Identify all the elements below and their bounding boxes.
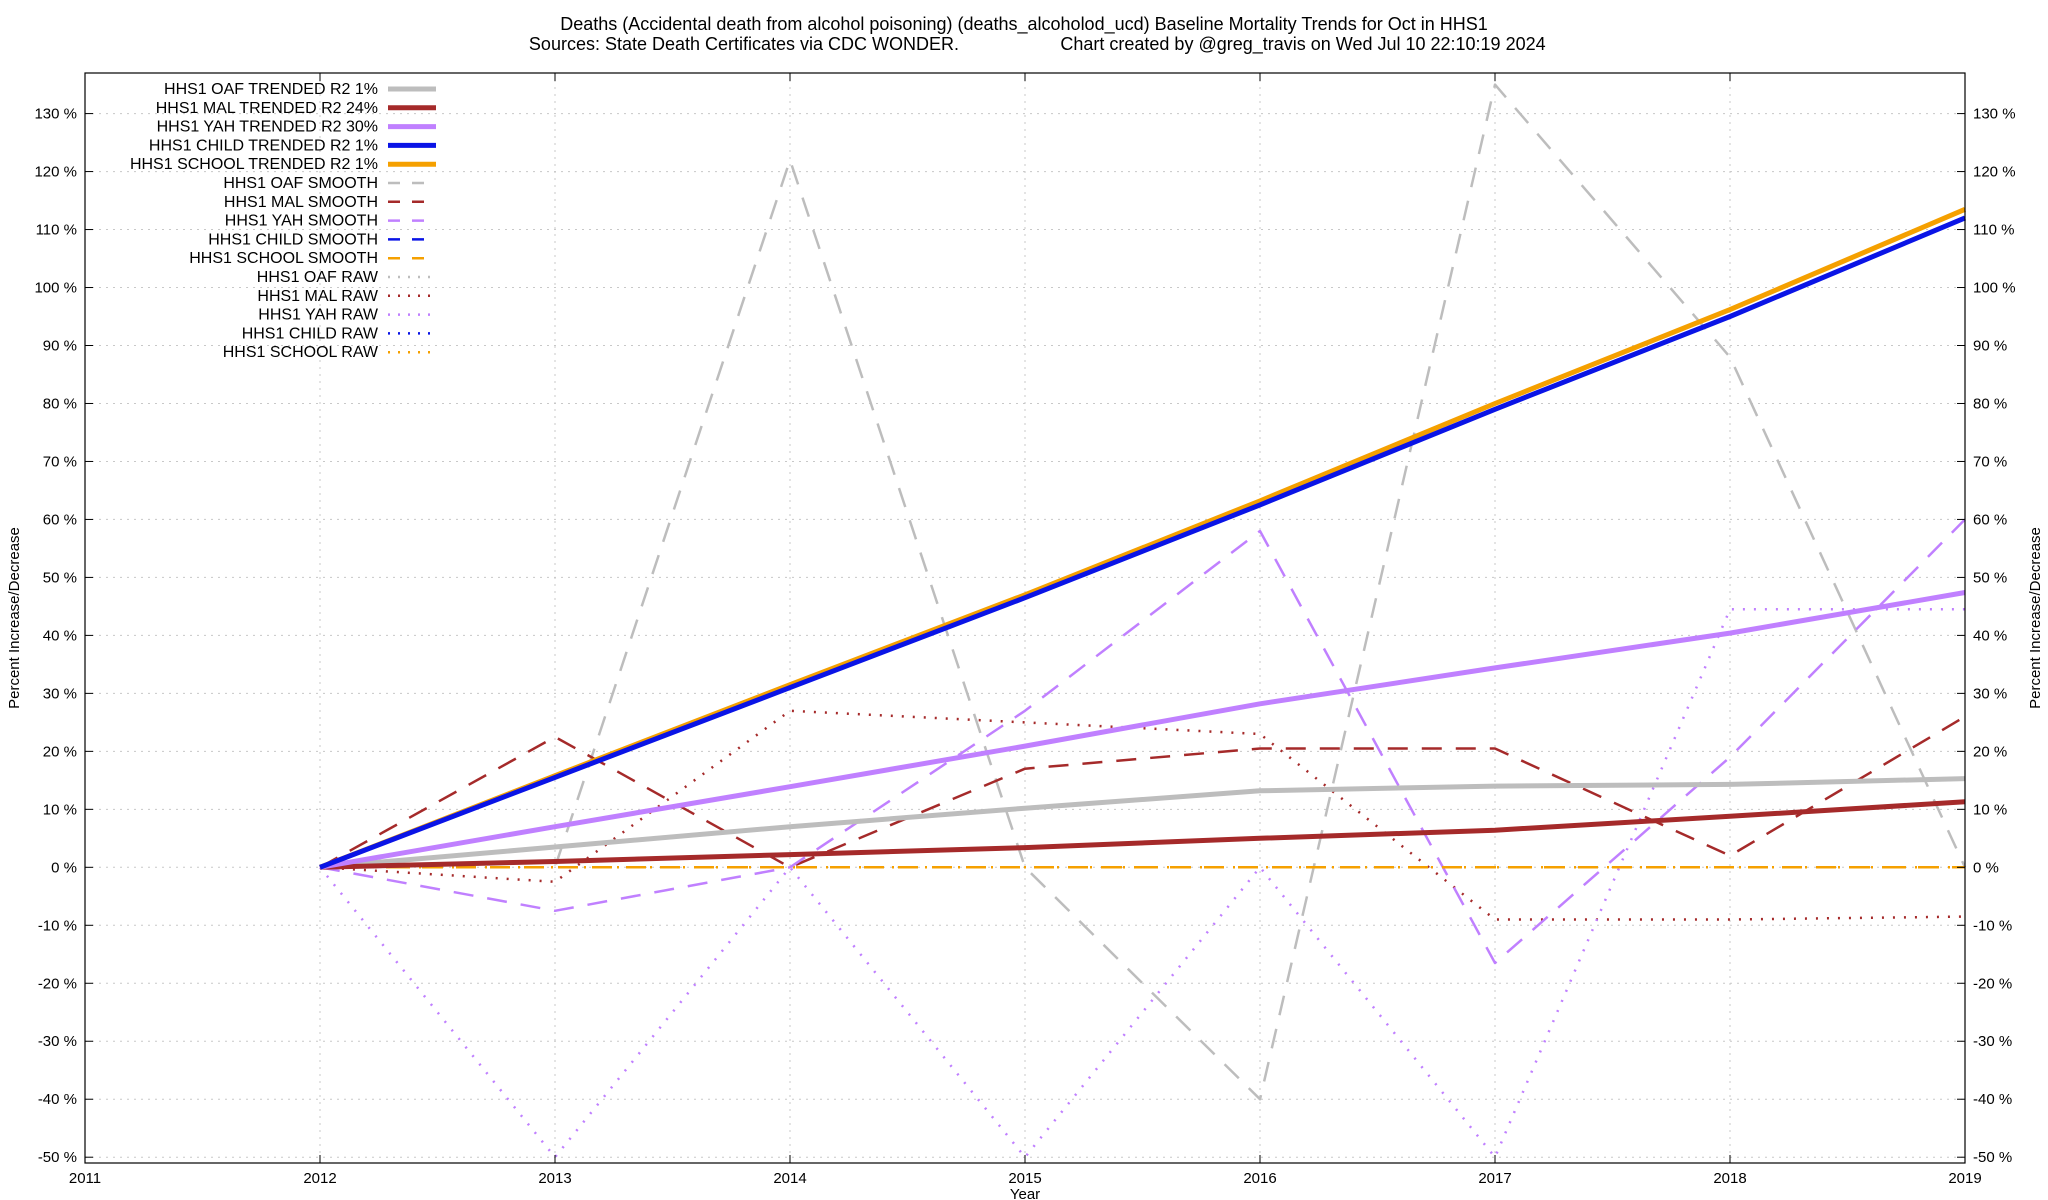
y-tick-label-right: 90 %	[1973, 338, 2007, 355]
y-tick-label-left: -20 %	[38, 975, 77, 992]
legend-label: HHS1 SCHOOL RAW	[223, 344, 379, 361]
legend-label: HHS1 OAF TRENDED R2 1%	[164, 81, 378, 98]
legend-label: HHS1 MAL SMOOTH	[224, 194, 378, 211]
y-tick-label-right: 20 %	[1973, 743, 2007, 760]
legend-label: HHS1 YAH RAW	[258, 307, 379, 324]
legend-label: HHS1 OAF RAW	[257, 269, 379, 286]
y-tick-label-left: 80 %	[43, 395, 77, 412]
y-tick-label-left: 110 %	[36, 222, 77, 239]
series-line-hhs1-mal-trended-r2-24	[319, 799, 1966, 870]
y-tick-label-left: 120 %	[34, 164, 77, 181]
legend-label: HHS1 CHILD SMOOTH	[208, 231, 378, 248]
y-tick-label-left: 50 %	[43, 569, 77, 586]
legend-label: HHS1 CHILD RAW	[242, 325, 379, 342]
y-tick-label-left: 70 %	[43, 453, 77, 470]
y-tick-label-right: -40 %	[1973, 1091, 2012, 1108]
y-tick-label-left: 30 %	[43, 685, 77, 702]
chart-title-line2-credit: Chart created by @greg_travis on Wed Jul…	[1060, 34, 1545, 55]
x-tick-label: 2014	[773, 1170, 806, 1187]
legend-label: HHS1 SCHOOL TRENDED R2 1%	[130, 156, 378, 173]
series-line-hhs1-oaf-smooth	[320, 83, 1967, 1101]
y-tick-label-right: -20 %	[1973, 975, 2012, 992]
axis-ticks: -50 % -50 % -40 % -40 % -30 % -30 % -20 % -20 %…	[34, 73, 2016, 1187]
y-tick-label-left: 0 %	[51, 859, 77, 876]
y-tick-label-left: 90 %	[43, 338, 77, 355]
y-tick-label-left: 130 %	[34, 106, 77, 123]
y-tick-label-left: 60 %	[43, 511, 77, 528]
y-tick-label-left: 10 %	[43, 801, 77, 818]
y-tick-label-left: 100 %	[34, 280, 77, 297]
y-axis-label-left: Percent Increase/Decrease	[6, 527, 23, 709]
y-tick-label-left: -50 %	[38, 1149, 77, 1166]
series-line-hhs1-yah-trended-r2-30	[319, 590, 1966, 870]
legend-label: HHS1 YAH SMOOTH	[225, 213, 378, 230]
x-tick-label: 2016	[1243, 1170, 1276, 1187]
legend-label: HHS1 YAH TRENDED R2 30%	[157, 119, 378, 136]
y-tick-label-left: -10 %	[38, 917, 77, 934]
x-tick-label: 2018	[1713, 1170, 1746, 1187]
x-tick-label: 2011	[69, 1170, 101, 1187]
series-line-hhs1-yah-smooth	[319, 518, 1966, 965]
y-tick-label-right: -10 %	[1973, 917, 2012, 934]
y-tick-label-right: 60 %	[1973, 511, 2007, 528]
y-tick-label-right: 70 %	[1973, 453, 2007, 470]
x-tick-label: 2013	[538, 1170, 571, 1187]
series-line-hhs1-oaf-trended-r2-1	[319, 776, 1966, 870]
y-tick-label-left: 40 %	[43, 627, 77, 644]
y-tick-label-right: 0 %	[1973, 859, 1999, 876]
y-axis-label-right: Percent Increase/Decrease	[2027, 527, 2044, 709]
x-axis-label: Year	[1010, 1186, 1040, 1200]
y-tick-label-right: 40 %	[1973, 627, 2007, 644]
y-tick-label-left: -30 %	[38, 1033, 77, 1050]
legend-label: HHS1 SCHOOL SMOOTH	[189, 250, 378, 267]
y-tick-label-left: 20 %	[43, 743, 77, 760]
legend: HHS1 OAF TRENDED R2 1% HHS1 MAL TRENDED R…	[130, 81, 436, 361]
x-tick-label: 2017	[1478, 1170, 1511, 1187]
y-tick-label-right: -50 %	[1973, 1149, 2012, 1166]
y-tick-label-right: 130 %	[1973, 106, 2016, 123]
legend-label: HHS1 OAF SMOOTH	[223, 175, 378, 192]
chart-title-line2-sources: Sources: State Death Certificates via CD…	[529, 34, 959, 54]
y-tick-label-left: -40 %	[38, 1091, 77, 1108]
y-tick-label-right: 110 %	[1973, 222, 2014, 239]
y-tick-label-right: 30 %	[1973, 685, 2007, 702]
y-tick-label-right: 120 %	[1973, 164, 2016, 181]
y-tick-label-right: 80 %	[1973, 395, 2007, 412]
plot-series	[319, 83, 1967, 1159]
x-tick-label: 2012	[303, 1170, 336, 1187]
chart-title-line1: Deaths (Accidental death from alcohol po…	[560, 14, 1487, 35]
y-tick-label-right: -30 %	[1973, 1033, 2012, 1050]
legend-label: HHS1 MAL RAW	[257, 288, 379, 305]
x-tick-label: 2019	[1948, 1170, 1981, 1187]
y-tick-label-right: 10 %	[1973, 801, 2007, 818]
series-line-hhs1-yah-raw	[319, 608, 1965, 1159]
legend-label: HHS1 CHILD TRENDED R2 1%	[149, 137, 378, 154]
x-tick-label: 2015	[1008, 1170, 1041, 1187]
series-line-hhs1-child-trended-r2-1	[319, 215, 1966, 870]
y-tick-label-right: 100 %	[1973, 280, 2016, 297]
y-tick-label-right: 50 %	[1973, 569, 2007, 586]
legend-label: HHS1 MAL TRENDED R2 24%	[156, 100, 378, 117]
